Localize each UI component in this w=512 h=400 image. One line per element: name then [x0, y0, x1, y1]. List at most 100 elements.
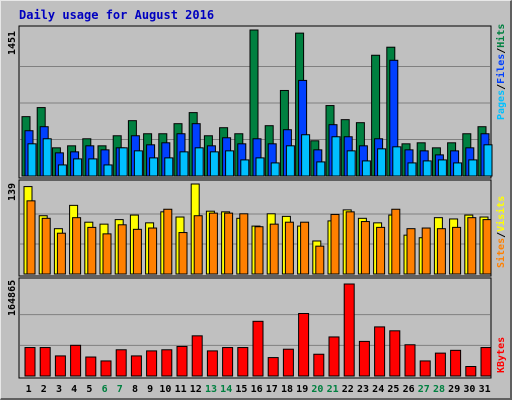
x-tick-label: 18: [281, 384, 293, 395]
sites-bar: [132, 228, 142, 275]
sites-bar: [239, 213, 249, 275]
x-tick-label: 16: [251, 384, 263, 395]
x-tick-label: 4: [71, 384, 77, 395]
x-tick-label: 10: [159, 384, 171, 395]
sites-bar: [193, 215, 203, 275]
kbytes-bar: [267, 357, 279, 377]
pages-bar: [194, 147, 204, 177]
kbytes-bar: [374, 326, 386, 377]
sites-bar: [148, 227, 158, 275]
sites-bar: [56, 232, 66, 275]
x-tick-label: 30: [463, 384, 475, 395]
x-tick-label: 31: [479, 384, 491, 395]
pages-bar: [361, 160, 371, 177]
pages-bar: [73, 158, 83, 177]
visits-ymax-label: 139: [7, 183, 18, 201]
pages-bar: [422, 160, 432, 177]
kbytes-bar: [404, 344, 416, 377]
sites-bar: [254, 226, 264, 275]
kbytes-bar: [176, 345, 188, 377]
kbytes-bar: [298, 313, 310, 377]
sites-bar: [163, 208, 173, 275]
sites-bar: [87, 226, 97, 275]
pages-bar: [392, 146, 402, 177]
x-tick-label: 7: [117, 384, 123, 395]
kbytes-bar: [39, 347, 51, 377]
pages-bar: [437, 159, 447, 177]
sites-bar: [436, 228, 446, 275]
pages-bar: [453, 162, 463, 177]
x-tick-label: 9: [147, 384, 153, 395]
x-tick-label: 3: [56, 384, 62, 395]
kbytes-bar: [146, 350, 158, 377]
x-tick-label: 6: [102, 384, 108, 395]
kbytes-bar: [313, 353, 325, 377]
pages-bar: [285, 145, 295, 177]
sites-bar: [421, 227, 431, 275]
sites-bar: [208, 212, 218, 275]
kbytes-bar: [480, 347, 492, 377]
x-tick-label: 21: [327, 384, 339, 395]
sites-bar: [269, 223, 279, 275]
x-tick-label: 17: [266, 384, 278, 395]
chart-title: Daily usage for August 2016: [19, 8, 214, 22]
sites-bar: [360, 221, 370, 275]
x-tick-label: 11: [175, 384, 187, 395]
kbytes-bar: [343, 283, 355, 377]
pages-bar: [179, 151, 189, 177]
pages-bar: [133, 150, 143, 177]
sites-bar: [391, 208, 401, 275]
sites-bar: [376, 226, 386, 275]
kbytes-bar: [465, 366, 477, 377]
x-tick-label: 20: [311, 384, 323, 395]
kbytes-bar: [237, 347, 249, 377]
sites-bar: [467, 217, 477, 275]
sites-bar: [452, 226, 462, 275]
x-tick-label: 29: [448, 384, 460, 395]
pages-bar: [468, 159, 478, 177]
x-tick-label: 24: [372, 384, 384, 395]
pages-bar: [331, 136, 341, 177]
sites-bar: [41, 217, 51, 275]
kbytes-bar: [85, 356, 97, 377]
pages-bar: [42, 138, 52, 177]
pages-bar: [57, 164, 67, 177]
pages-bar: [255, 157, 265, 177]
sites-bar: [345, 211, 355, 275]
kbytes-bar: [282, 348, 294, 377]
sites-bar: [72, 217, 82, 275]
kbytes-bar: [24, 347, 36, 377]
sites-bar: [406, 228, 416, 275]
sites-bar: [330, 213, 340, 275]
kbytes-bar: [206, 350, 218, 377]
pages-bar: [240, 159, 250, 177]
x-tick-label: 28: [433, 384, 445, 395]
pages-bar: [301, 134, 311, 177]
sites-bar: [178, 232, 188, 275]
x-tick-label: 23: [357, 384, 369, 395]
pages-bar: [88, 158, 98, 177]
x-tick-label: 1: [26, 384, 32, 395]
kbytes-bar: [328, 336, 340, 377]
sites-bar: [26, 200, 36, 275]
kbytes-bar: [252, 320, 264, 377]
sites-bar: [224, 212, 234, 275]
kbytes-bar: [161, 349, 173, 377]
x-tick-label: 26: [403, 384, 415, 395]
kbytes-bar: [222, 347, 234, 377]
x-tick-label: 27: [418, 384, 430, 395]
kbytes-bar: [358, 340, 370, 377]
x-tick-label: 8: [132, 384, 138, 395]
pages-bar: [316, 161, 326, 177]
sites-bar: [300, 221, 310, 275]
kbytes-bar: [54, 355, 66, 377]
x-tick-label: 19: [296, 384, 308, 395]
kbytes-bar: [70, 344, 82, 377]
x-tick-label: 15: [235, 384, 247, 395]
kbytes-bar: [434, 352, 446, 377]
pages-bar: [377, 148, 387, 177]
pages-bar: [118, 147, 128, 177]
pages-bar: [209, 151, 219, 177]
pages-bar: [270, 162, 280, 177]
